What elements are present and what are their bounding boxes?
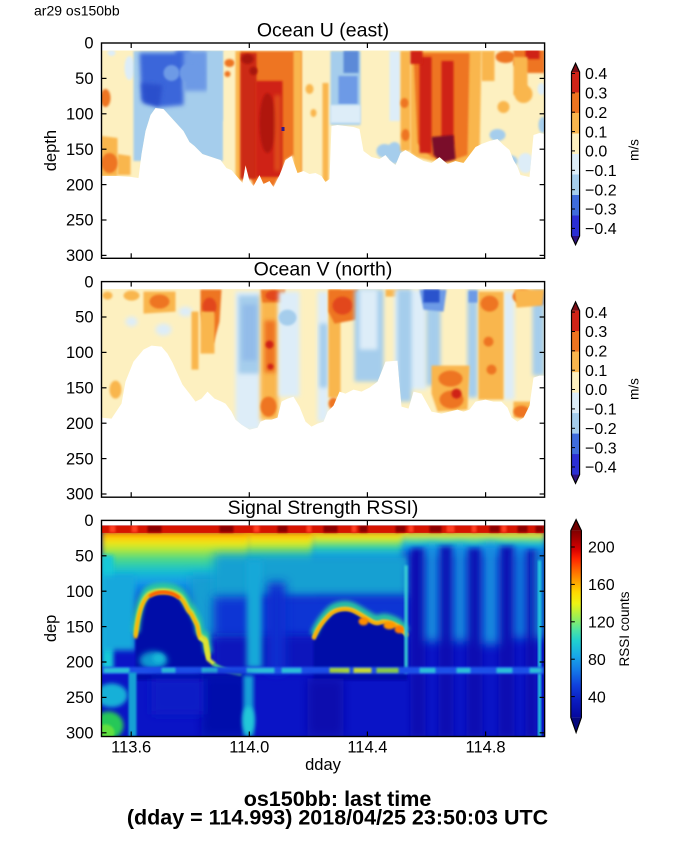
svg-text:114.0: 114.0: [229, 738, 269, 756]
svg-text:os150bb: last time: os150bb: last time: [244, 787, 432, 811]
svg-text:0.1: 0.1: [585, 363, 607, 380]
svg-text:300: 300: [66, 247, 94, 265]
svg-text:40: 40: [588, 689, 606, 706]
svg-text:dday: dday: [305, 756, 342, 774]
svg-text:0.0: 0.0: [585, 382, 607, 399]
svg-text:0: 0: [84, 512, 93, 530]
svg-text:0: 0: [84, 273, 93, 291]
svg-text:200: 200: [588, 540, 615, 557]
svg-text:Ocean V (north): Ocean V (north): [254, 258, 393, 280]
svg-text:200: 200: [66, 415, 94, 433]
svg-text:−0.4: −0.4: [585, 221, 617, 238]
svg-text:50: 50: [75, 548, 93, 566]
svg-text:depth: depth: [42, 130, 60, 171]
svg-text:ar29 os150bb: ar29 os150bb: [34, 3, 120, 19]
svg-text:150: 150: [66, 380, 94, 398]
svg-text:50: 50: [75, 70, 93, 88]
svg-text:0.4: 0.4: [585, 305, 607, 322]
svg-text:Ocean U (east): Ocean U (east): [257, 20, 389, 42]
svg-text:114.8: 114.8: [466, 738, 506, 756]
svg-text:dep: dep: [42, 615, 60, 643]
svg-text:150: 150: [66, 618, 94, 636]
svg-text:−0.3: −0.3: [585, 440, 617, 457]
svg-text:100: 100: [66, 106, 94, 124]
svg-text:300: 300: [66, 486, 94, 504]
svg-text:250: 250: [66, 450, 94, 468]
svg-text:100: 100: [66, 583, 94, 601]
svg-text:0.0: 0.0: [585, 144, 607, 161]
svg-text:150: 150: [66, 141, 94, 159]
svg-text:(dday = 114.993) 2018/04/25 23: (dday = 114.993) 2018/04/25 23:50:03 UTC: [127, 806, 548, 830]
svg-text:0.3: 0.3: [585, 86, 607, 103]
svg-text:300: 300: [66, 725, 94, 743]
svg-text:114.4: 114.4: [347, 738, 387, 756]
svg-text:m/s: m/s: [627, 378, 642, 400]
svg-text:−0.2: −0.2: [585, 421, 617, 438]
svg-text:120: 120: [588, 615, 615, 632]
svg-text:160: 160: [588, 577, 615, 594]
svg-text:0.1: 0.1: [585, 124, 607, 141]
svg-text:0.3: 0.3: [585, 324, 607, 341]
svg-text:RSSI counts: RSSI counts: [617, 591, 632, 666]
svg-text:200: 200: [66, 654, 94, 672]
svg-text:−0.2: −0.2: [585, 182, 617, 199]
svg-text:−0.1: −0.1: [585, 402, 617, 419]
svg-text:−0.3: −0.3: [585, 202, 617, 219]
svg-text:113.6: 113.6: [111, 738, 151, 756]
svg-text:0.4: 0.4: [585, 66, 607, 83]
svg-text:−0.4: −0.4: [585, 460, 617, 477]
svg-text:80: 80: [588, 652, 606, 669]
svg-text:0.2: 0.2: [585, 344, 607, 361]
svg-text:0.2: 0.2: [585, 105, 607, 122]
svg-text:m/s: m/s: [627, 139, 642, 161]
svg-text:250: 250: [66, 689, 94, 707]
svg-text:200: 200: [66, 176, 94, 194]
svg-text:250: 250: [66, 212, 94, 230]
svg-text:Signal Strength RSSI): Signal Strength RSSI): [228, 497, 419, 519]
svg-text:0: 0: [84, 35, 93, 53]
svg-text:100: 100: [66, 344, 94, 362]
svg-text:50: 50: [75, 309, 93, 327]
svg-text:−0.1: −0.1: [585, 163, 617, 180]
